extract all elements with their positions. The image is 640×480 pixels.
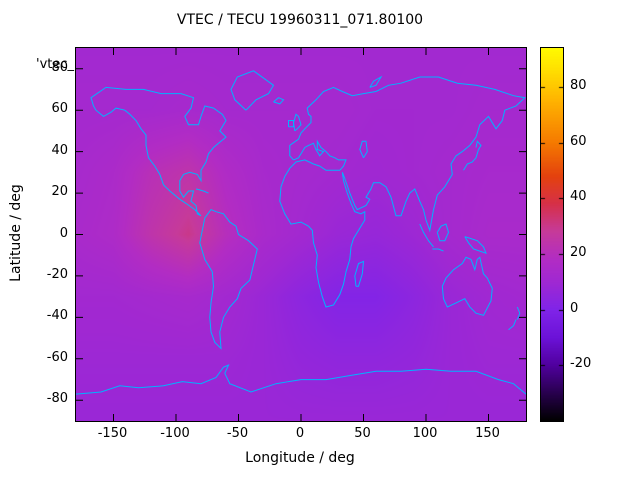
coastline xyxy=(508,319,517,331)
coastline xyxy=(369,75,383,88)
coastline xyxy=(359,140,368,159)
x-tick-labels: -150 -100 -50 0 50 100 150 xyxy=(75,426,525,442)
x-tick-label: -50 xyxy=(226,426,249,441)
x-axis-label: Longitude / deg xyxy=(245,450,355,466)
coastline xyxy=(230,70,275,111)
colorbar-gradient-canvas xyxy=(541,48,563,421)
coastline xyxy=(464,236,487,255)
x-tick-label: 0 xyxy=(295,426,305,441)
colorbar xyxy=(540,47,564,422)
colorbar-tick-label: 40 xyxy=(570,189,587,205)
colorbar-tick-label: 60 xyxy=(570,133,587,149)
coastline xyxy=(195,188,209,194)
vtec-heatmap-canvas xyxy=(76,48,526,421)
y-tick-label: 20 xyxy=(51,184,68,200)
series-key-label: 'vtec_ xyxy=(36,57,75,72)
coastline xyxy=(76,364,526,395)
y-tick-label: -40 xyxy=(46,308,68,324)
x-tick-label: 50 xyxy=(354,426,371,441)
y-axis-label: Latitude / deg xyxy=(8,184,24,282)
coastline xyxy=(463,140,482,171)
colorbar-tick-label: 0 xyxy=(570,300,579,316)
y-tick-label: 80 xyxy=(51,59,68,75)
coastline xyxy=(354,260,365,287)
coastline xyxy=(90,86,227,217)
x-tick-label: 100 xyxy=(412,426,438,441)
colorbar-tick-label: -20 xyxy=(570,356,592,372)
coastline xyxy=(516,306,521,320)
x-tick-label: -100 xyxy=(160,426,190,441)
colorbar-tick-labels: 80 60 40 20 0 -20 xyxy=(570,47,614,422)
coastline xyxy=(419,223,434,248)
coastline xyxy=(199,208,258,350)
y-tick-label: 40 xyxy=(51,142,68,158)
coastline xyxy=(441,256,493,316)
y-tick-label: 0 xyxy=(59,225,68,241)
colorbar-tick-label: 20 xyxy=(570,244,587,260)
y-tick-label: 60 xyxy=(51,101,68,117)
coastline xyxy=(279,76,526,308)
plot-area xyxy=(75,47,527,422)
axis-tick-marks xyxy=(76,48,526,421)
colorbar-tick-label: 80 xyxy=(570,77,587,93)
coastline xyxy=(436,223,450,242)
chart-title: VTEC / TECU 19960311_071.80100 xyxy=(176,12,424,28)
coastline xyxy=(273,97,285,105)
y-tick-label: -60 xyxy=(46,349,68,365)
coastlines-overlay xyxy=(76,48,526,421)
coastline xyxy=(288,120,294,128)
coastline xyxy=(432,248,444,252)
y-tick-label: -80 xyxy=(46,391,68,407)
coastline xyxy=(292,113,302,132)
y-tick-labels: 80 60 40 20 0 -20 -40 -60 -80 xyxy=(30,47,70,422)
x-tick-label: 150 xyxy=(475,426,500,441)
y-tick-label: -20 xyxy=(46,266,68,282)
x-tick-label: -150 xyxy=(97,426,128,441)
